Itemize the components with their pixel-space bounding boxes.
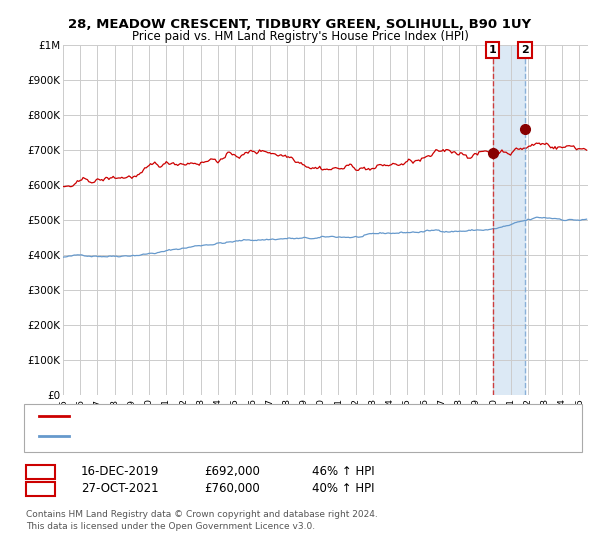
Text: HPI: Average price, detached house, Solihull: HPI: Average price, detached house, Soli… (72, 431, 303, 441)
Text: 2: 2 (36, 482, 44, 495)
Text: 40% ↑ HPI: 40% ↑ HPI (312, 482, 374, 495)
Text: £692,000: £692,000 (204, 465, 260, 478)
Bar (493, 45, 525, 395)
Text: £760,000: £760,000 (204, 482, 260, 495)
Text: Price paid vs. HM Land Registry's House Price Index (HPI): Price paid vs. HM Land Registry's House … (131, 30, 469, 43)
Text: 46% ↑ HPI: 46% ↑ HPI (312, 465, 374, 478)
Text: 27-OCT-2021: 27-OCT-2021 (81, 482, 158, 495)
Text: 2: 2 (521, 45, 529, 55)
Text: 16-DEC-2019: 16-DEC-2019 (81, 465, 160, 478)
Text: 1: 1 (489, 45, 496, 55)
Text: This data is licensed under the Open Government Licence v3.0.: This data is licensed under the Open Gov… (26, 522, 315, 531)
Text: Contains HM Land Registry data © Crown copyright and database right 2024.: Contains HM Land Registry data © Crown c… (26, 510, 377, 519)
Text: 28, MEADOW CRESCENT, TIDBURY GREEN, SOLIHULL, B90 1UY (detached house): 28, MEADOW CRESCENT, TIDBURY GREEN, SOLI… (72, 411, 493, 421)
Text: 28, MEADOW CRESCENT, TIDBURY GREEN, SOLIHULL, B90 1UY: 28, MEADOW CRESCENT, TIDBURY GREEN, SOLI… (68, 18, 532, 31)
Text: 1: 1 (36, 465, 44, 478)
